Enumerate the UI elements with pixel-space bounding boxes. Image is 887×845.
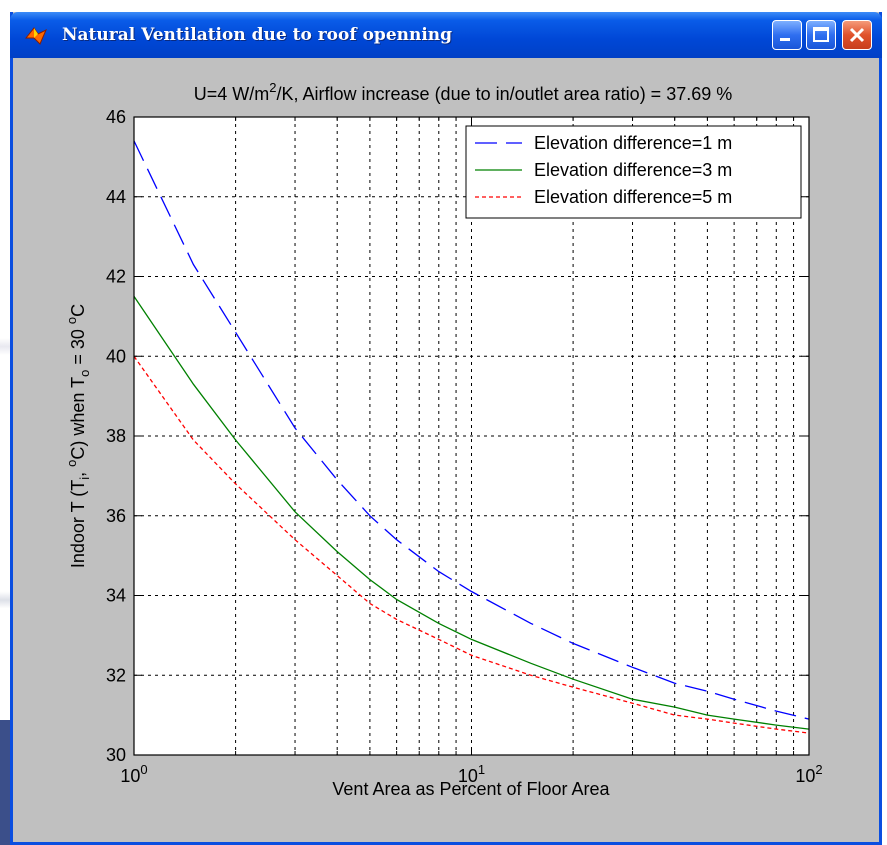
x-tick-label: 101 bbox=[458, 762, 485, 786]
legend: Elevation difference=1 m Elevation differ… bbox=[465, 125, 802, 219]
matlab-icon bbox=[24, 27, 47, 45]
chart-title: U=4 W/m2/K, Airflow increase (due to in/… bbox=[194, 80, 733, 104]
y-tick-label: 46 bbox=[106, 107, 126, 127]
series-line-2 bbox=[133, 296, 810, 730]
y-tick-label: 30 bbox=[106, 745, 126, 765]
x-tick-label: 100 bbox=[120, 762, 147, 786]
legend-label-3: Elevation difference=5 m bbox=[534, 187, 732, 207]
y-tick-label: 36 bbox=[106, 506, 126, 526]
window-title: Natural Ventilation due to roof openning bbox=[62, 25, 453, 45]
background-window-strip bbox=[0, 0, 10, 845]
series-lines bbox=[133, 140, 810, 734]
y-tick-label: 42 bbox=[106, 267, 126, 287]
legend-label-2: Elevation difference=3 m bbox=[534, 160, 732, 180]
y-tick-label: 38 bbox=[106, 426, 126, 446]
y-tick-label: 44 bbox=[106, 187, 126, 207]
series-line-3 bbox=[133, 355, 810, 734]
legend-box bbox=[465, 125, 802, 219]
y-tick-label: 40 bbox=[106, 346, 126, 366]
close-icon bbox=[849, 27, 865, 43]
x-tick-label: 102 bbox=[795, 762, 822, 786]
maximize-button[interactable] bbox=[806, 20, 836, 50]
legend-label-1: Elevation difference=1 m bbox=[534, 133, 732, 153]
series-line-1 bbox=[133, 140, 810, 720]
x-axis-label: Vent Area as Percent of Floor Area bbox=[332, 779, 610, 799]
axis-ticks: 30 32 34 36 38 40 42 44 46 100 101 102 bbox=[106, 107, 823, 786]
title-bar[interactable]: Natural Ventilation due to roof openning bbox=[10, 12, 882, 58]
close-button[interactable] bbox=[842, 20, 872, 50]
minimize-icon bbox=[780, 38, 790, 41]
maximize-icon bbox=[813, 27, 829, 42]
y-axis-label: Indoor T (Ti, oC) when To = 30 oC bbox=[64, 304, 92, 568]
minimize-button[interactable] bbox=[772, 20, 802, 50]
y-tick-label: 34 bbox=[106, 586, 126, 606]
background-taskbar-fragment bbox=[0, 720, 10, 845]
y-tick-label: 32 bbox=[106, 665, 126, 685]
